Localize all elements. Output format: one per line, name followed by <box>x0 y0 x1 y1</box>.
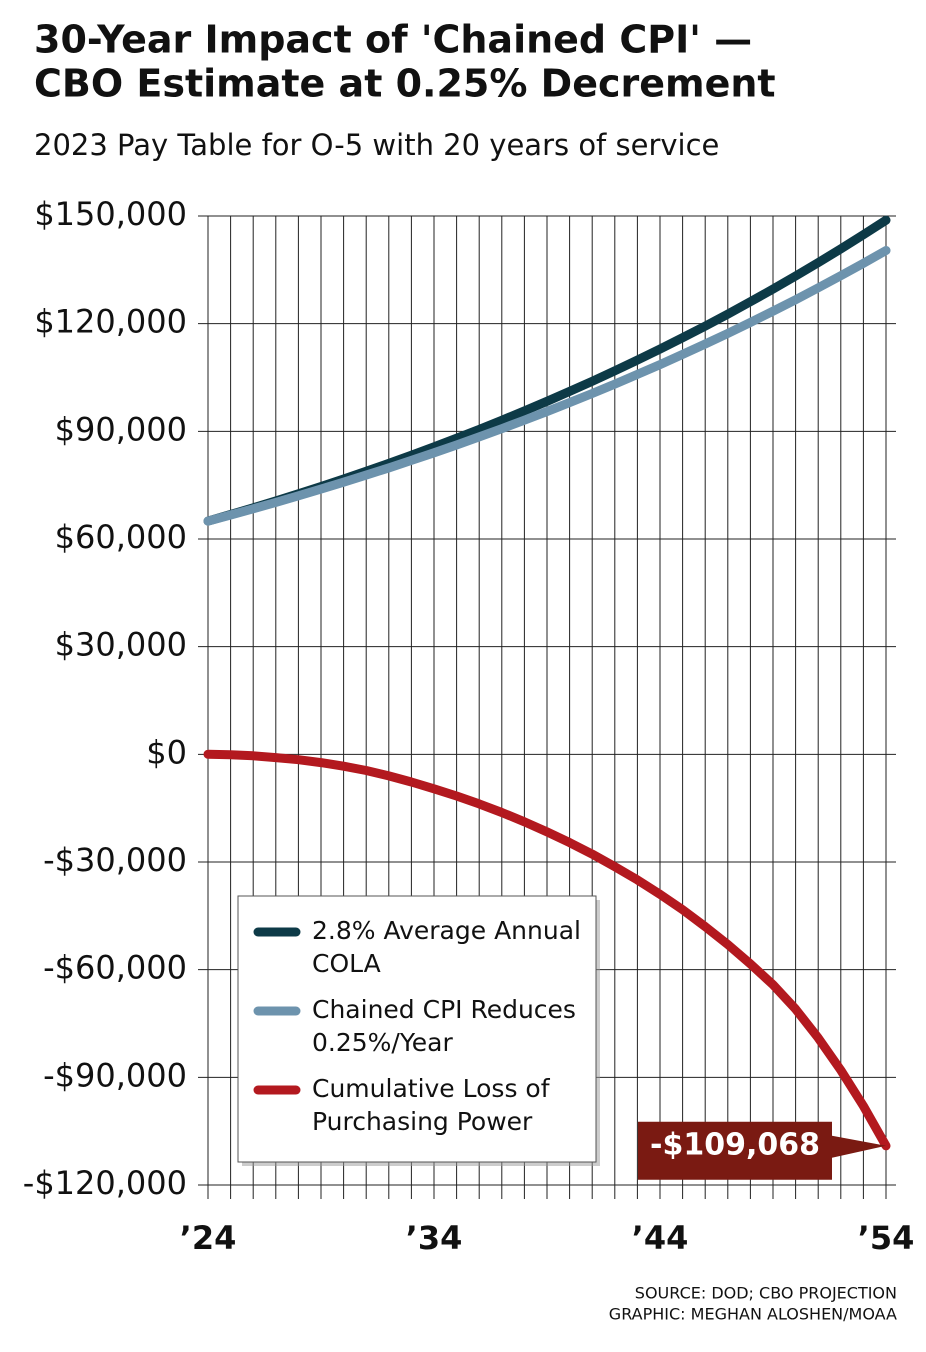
y-tick-label: -$120,000 <box>23 1164 187 1202</box>
y-tick-label: $60,000 <box>55 518 187 556</box>
x-tick-label: ’54 <box>858 1219 915 1257</box>
source: SOURCE: DOD; CBO PROJECTION <box>635 1284 897 1303</box>
data-line <box>203 749 891 1151</box>
y-tick-label: -$90,000 <box>43 1056 187 1094</box>
y-tick-label: $30,000 <box>55 626 187 664</box>
y-tick-label: $120,000 <box>34 303 187 341</box>
x-tick-label: ’34 <box>406 1219 463 1257</box>
y-tick-label: $0 <box>146 733 187 771</box>
chart-title: 30-Year Impact of 'Chained CPI' — <box>34 18 752 62</box>
y-tick-label: $150,000 <box>34 195 187 233</box>
legend-label: Cumulative Loss of Purchasing Power <box>312 1074 551 1136</box>
x-tick-label: ’24 <box>180 1219 237 1257</box>
legend-label: Chained CPI Reduces 0.25%/Year <box>312 995 576 1057</box>
data-label: -$109,068 <box>650 1127 820 1162</box>
data-line <box>203 246 891 526</box>
y-tick-label: -$30,000 <box>43 841 187 879</box>
credit: GRAPHIC: MEGHAN ALOSHEN/MOAA <box>609 1305 897 1324</box>
data-label-box <box>638 1121 886 1180</box>
chart-title: CBO Estimate at 0.25% Decrement <box>34 62 776 106</box>
plot-area: $150,000 $120,000 $90,000 $60,000 $30,000 $0 -… <box>23 195 915 1257</box>
y-tick-label: $90,000 <box>55 410 187 448</box>
legend: 2.8% Average Annual COLA Chained CPI Reduc… <box>237 895 600 1166</box>
chart-subtitle: 2023 Pay Table for O-5 with 20 years of … <box>34 128 719 162</box>
x-tick-label: ’44 <box>632 1219 689 1257</box>
legend-label: 2.8% Average Annual COLA <box>312 916 581 978</box>
y-tick-label: -$60,000 <box>43 949 187 987</box>
legend-box <box>237 895 597 1163</box>
